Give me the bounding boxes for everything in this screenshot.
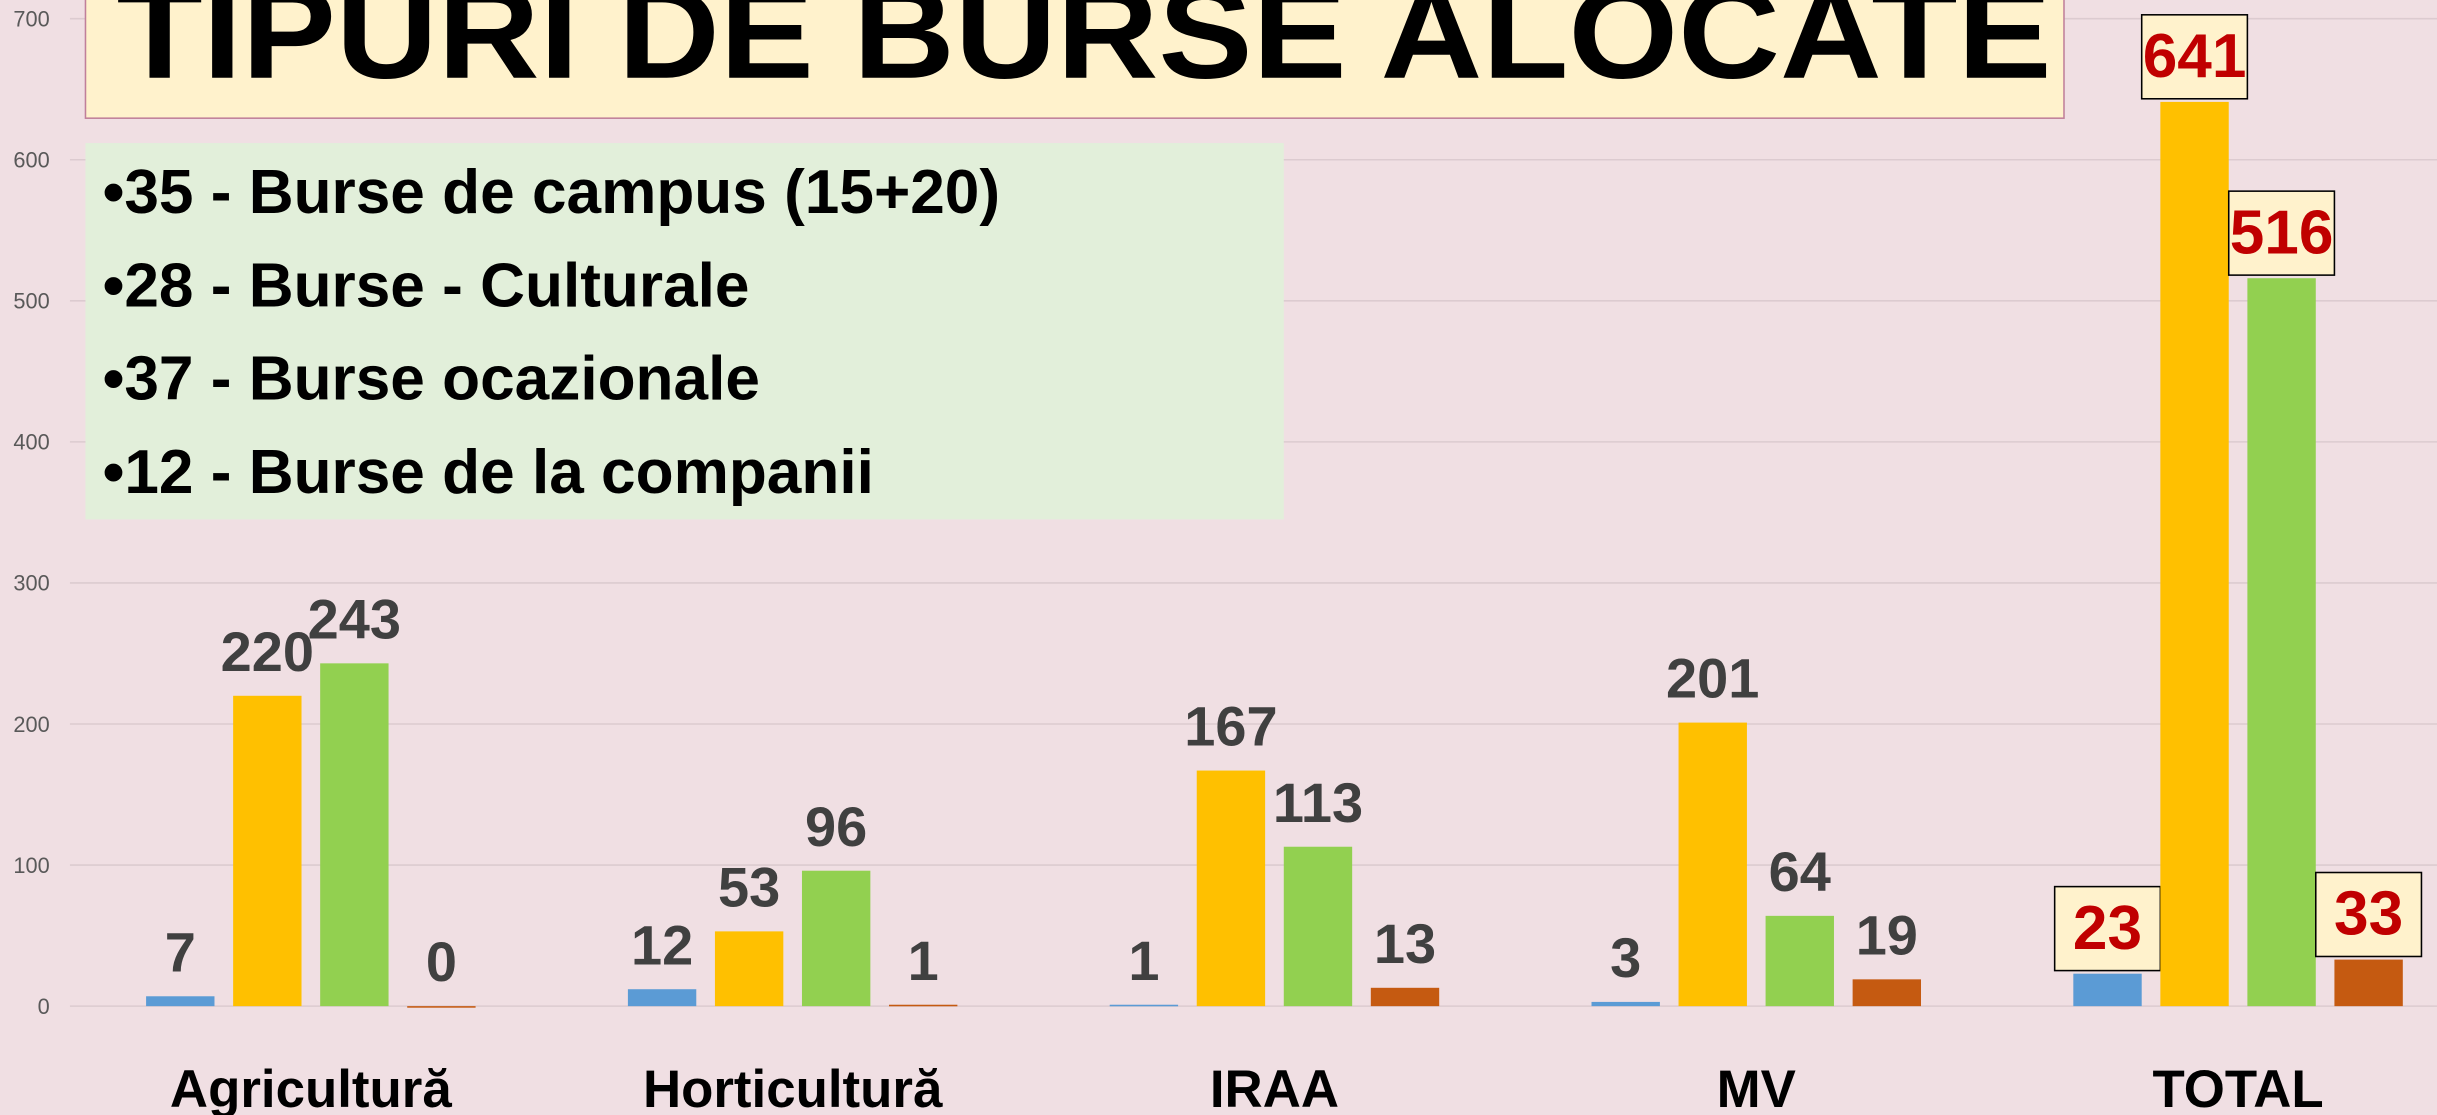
bar bbox=[407, 1006, 476, 1008]
annotation: •37 - Burse ocazionale bbox=[103, 345, 760, 414]
annotation: •28 - Burse - Culturale bbox=[103, 251, 750, 320]
bar bbox=[1765, 915, 1834, 1007]
bar bbox=[801, 870, 871, 1007]
x-tick-label: MV bbox=[1717, 1060, 1796, 1115]
data-label: 33 bbox=[2334, 880, 2403, 949]
data-label: 19 bbox=[1856, 903, 1918, 966]
data-label: 1 bbox=[908, 929, 939, 992]
y-tick-label: 700 bbox=[13, 6, 49, 31]
bar bbox=[2160, 101, 2229, 1007]
data-label: 641 bbox=[2143, 22, 2247, 91]
data-label: 12 bbox=[631, 913, 693, 976]
data-label: 0 bbox=[426, 930, 457, 993]
data-label: 167 bbox=[1184, 695, 1277, 758]
data-label: 113 bbox=[1273, 771, 1363, 834]
annotation: •12 - Burse de la companii bbox=[103, 438, 874, 507]
x-tick-label: Horticultură bbox=[643, 1060, 943, 1115]
data-label: 13 bbox=[1374, 912, 1436, 975]
data-label: 23 bbox=[2073, 894, 2142, 963]
bar bbox=[1283, 846, 1353, 1007]
x-tick-label: IRAA bbox=[1210, 1060, 1339, 1115]
y-tick-label: 400 bbox=[13, 430, 49, 455]
x-tick-label: TOTAL bbox=[2152, 1060, 2323, 1115]
bar bbox=[627, 989, 697, 1007]
bar bbox=[233, 695, 302, 1007]
y-tick-label: 100 bbox=[13, 853, 49, 878]
bar bbox=[1109, 1004, 1179, 1007]
bar bbox=[1370, 987, 1440, 1007]
data-label-box bbox=[2053, 885, 2162, 972]
data-label-box bbox=[2227, 190, 2336, 276]
x-tick-label: Agricultură bbox=[170, 1060, 452, 1115]
annotation-box bbox=[85, 143, 1284, 520]
bar bbox=[2247, 278, 2316, 1007]
data-label: 516 bbox=[2230, 198, 2334, 267]
data-label: 243 bbox=[308, 587, 401, 650]
bar bbox=[1196, 770, 1266, 1007]
data-label: 201 bbox=[1666, 647, 1759, 710]
bar bbox=[146, 996, 215, 1007]
data-label: 1 bbox=[1128, 929, 1159, 992]
y-tick-label: 200 bbox=[13, 712, 49, 737]
data-label: 7 bbox=[165, 920, 196, 983]
data-label-box bbox=[2314, 871, 2423, 958]
bar bbox=[2334, 959, 2403, 1007]
bar bbox=[714, 931, 784, 1007]
data-label: 53 bbox=[718, 855, 780, 918]
chart-title: TIPURI DE BURSE ALOCATE bbox=[117, 0, 2052, 106]
data-label: 220 bbox=[221, 620, 314, 683]
annotation: •35 - Burse de campus (15+20) bbox=[103, 158, 1001, 227]
bar bbox=[2073, 973, 2142, 1007]
data-label: 64 bbox=[1769, 840, 1831, 903]
bar bbox=[320, 663, 389, 1007]
y-tick-label: 0 bbox=[38, 994, 50, 1019]
y-tick-label: 600 bbox=[13, 147, 49, 172]
data-label: 3 bbox=[1610, 926, 1641, 989]
data-label: 96 bbox=[805, 795, 867, 858]
bar bbox=[1678, 722, 1747, 1007]
y-tick-label: 300 bbox=[13, 571, 49, 596]
bar bbox=[1852, 979, 1922, 1007]
bar bbox=[889, 1004, 958, 1007]
y-tick-label: 500 bbox=[13, 289, 49, 314]
bar bbox=[1591, 1001, 1660, 1007]
data-label-box bbox=[2140, 14, 2249, 100]
title-box bbox=[84, 0, 2065, 119]
